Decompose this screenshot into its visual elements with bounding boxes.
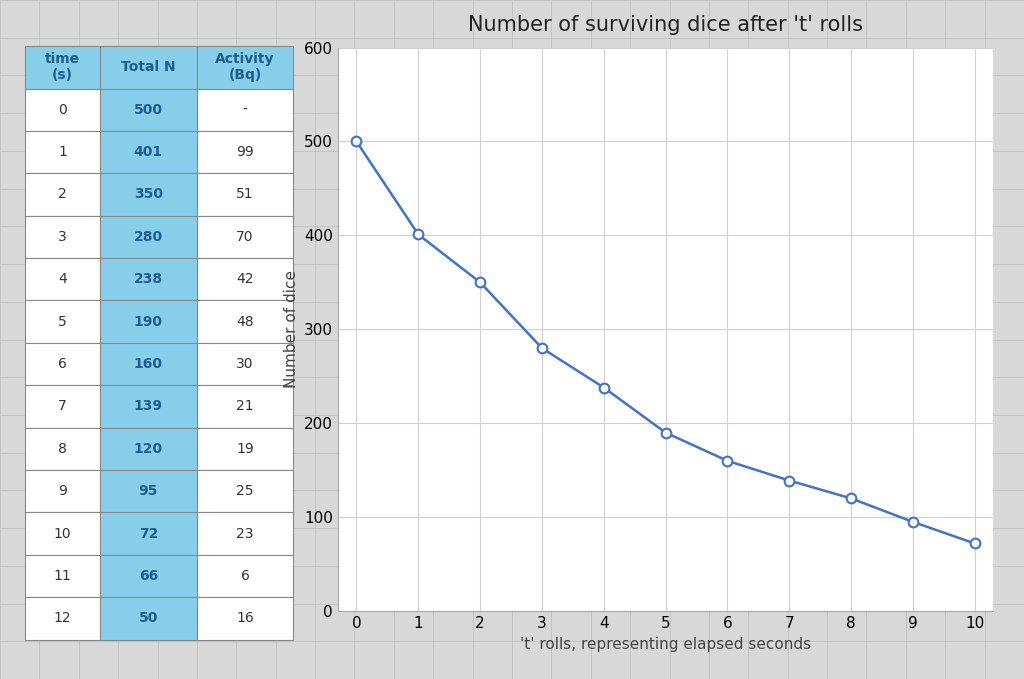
Bar bbox=[100, 470, 197, 513]
Text: 23: 23 bbox=[237, 527, 254, 540]
Bar bbox=[197, 216, 293, 258]
Bar bbox=[100, 343, 197, 385]
Text: 2: 2 bbox=[58, 187, 67, 202]
Bar bbox=[197, 131, 293, 173]
Bar bbox=[100, 428, 197, 470]
Text: 11: 11 bbox=[53, 569, 72, 583]
Text: 238: 238 bbox=[134, 272, 163, 287]
Bar bbox=[197, 88, 293, 131]
Bar bbox=[25, 555, 100, 598]
Text: 12: 12 bbox=[53, 612, 72, 625]
Text: 95: 95 bbox=[138, 484, 158, 498]
Bar bbox=[25, 88, 100, 131]
Bar bbox=[197, 46, 293, 88]
Text: 7: 7 bbox=[58, 399, 67, 414]
Bar bbox=[100, 88, 197, 131]
Bar bbox=[197, 301, 293, 343]
Bar bbox=[197, 470, 293, 513]
Text: 51: 51 bbox=[237, 187, 254, 202]
Bar bbox=[100, 301, 197, 343]
Bar bbox=[197, 513, 293, 555]
Bar bbox=[100, 385, 197, 428]
Text: 160: 160 bbox=[134, 357, 163, 371]
Title: Number of surviving dice after 't' rolls: Number of surviving dice after 't' rolls bbox=[468, 15, 863, 35]
Bar bbox=[197, 555, 293, 598]
Text: 139: 139 bbox=[134, 399, 163, 414]
Text: 190: 190 bbox=[134, 314, 163, 329]
Bar bbox=[25, 470, 100, 513]
Bar bbox=[100, 46, 197, 88]
Text: 99: 99 bbox=[237, 145, 254, 159]
Text: 25: 25 bbox=[237, 484, 254, 498]
Text: Activity
(Bq): Activity (Bq) bbox=[215, 52, 274, 82]
Text: 48: 48 bbox=[237, 314, 254, 329]
Text: 42: 42 bbox=[237, 272, 254, 287]
Text: 21: 21 bbox=[237, 399, 254, 414]
Text: Total N: Total N bbox=[121, 60, 176, 74]
X-axis label: 't' rolls, representing elapsed seconds: 't' rolls, representing elapsed seconds bbox=[520, 636, 811, 652]
Bar bbox=[197, 258, 293, 301]
Bar bbox=[25, 301, 100, 343]
Text: 350: 350 bbox=[134, 187, 163, 202]
Bar bbox=[25, 216, 100, 258]
Bar bbox=[25, 598, 100, 640]
Text: 5: 5 bbox=[58, 314, 67, 329]
Text: 50: 50 bbox=[138, 612, 158, 625]
Bar bbox=[25, 46, 100, 88]
Bar bbox=[100, 258, 197, 301]
Bar bbox=[197, 598, 293, 640]
Text: 16: 16 bbox=[237, 612, 254, 625]
Text: 6: 6 bbox=[58, 357, 67, 371]
Bar bbox=[197, 343, 293, 385]
Text: 4: 4 bbox=[58, 272, 67, 287]
Bar bbox=[100, 513, 197, 555]
Bar bbox=[100, 555, 197, 598]
Text: 3: 3 bbox=[58, 230, 67, 244]
Text: 120: 120 bbox=[134, 442, 163, 456]
Bar bbox=[100, 598, 197, 640]
Bar bbox=[25, 385, 100, 428]
Bar bbox=[25, 513, 100, 555]
Bar bbox=[25, 173, 100, 216]
Bar bbox=[25, 131, 100, 173]
Text: 10: 10 bbox=[53, 527, 72, 540]
Text: 1: 1 bbox=[58, 145, 67, 159]
Text: 500: 500 bbox=[134, 103, 163, 117]
Bar bbox=[100, 216, 197, 258]
Text: 280: 280 bbox=[134, 230, 163, 244]
Bar bbox=[197, 173, 293, 216]
Y-axis label: Number of dice: Number of dice bbox=[284, 270, 299, 388]
Bar bbox=[25, 428, 100, 470]
Bar bbox=[197, 385, 293, 428]
Bar bbox=[25, 258, 100, 301]
Text: 66: 66 bbox=[138, 569, 158, 583]
Text: -: - bbox=[243, 103, 248, 117]
Text: 19: 19 bbox=[237, 442, 254, 456]
Text: 72: 72 bbox=[138, 527, 158, 540]
Text: 8: 8 bbox=[58, 442, 67, 456]
Bar bbox=[25, 343, 100, 385]
Text: 30: 30 bbox=[237, 357, 254, 371]
Bar bbox=[100, 131, 197, 173]
Text: 9: 9 bbox=[58, 484, 67, 498]
Text: 401: 401 bbox=[134, 145, 163, 159]
Bar bbox=[100, 173, 197, 216]
Text: 6: 6 bbox=[241, 569, 250, 583]
Text: time
(s): time (s) bbox=[45, 52, 80, 82]
Text: 70: 70 bbox=[237, 230, 254, 244]
Text: 0: 0 bbox=[58, 103, 67, 117]
Bar bbox=[197, 428, 293, 470]
